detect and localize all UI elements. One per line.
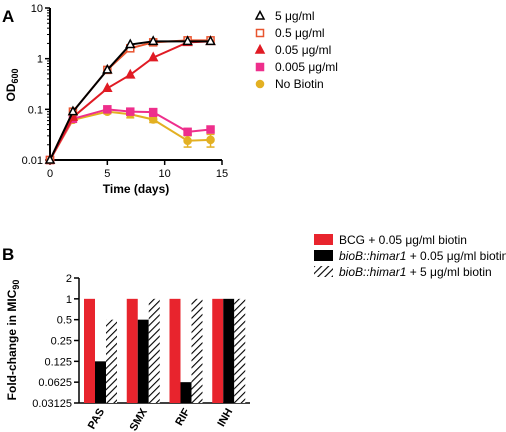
legend-label-part-b: + 0.05 μg/ml biotin [406,249,506,263]
x-tick-label-a: 5 [104,168,110,180]
data-point-a [125,68,136,79]
bar-b [95,361,106,403]
y-tick-label-b: 0.25 [51,336,72,348]
bar-b [212,298,224,403]
data-point-a [182,35,193,46]
data-point-a [125,38,136,49]
legend-label-a: 0.005 μg/ml [275,60,338,74]
y-tick-label-b: 0.03125 [32,398,72,410]
legend-label-part-b: bioB::himar1 [339,249,406,263]
x-tick-label-a: 10 [159,168,171,180]
bar-b [84,298,95,403]
legend-marker-a [254,9,266,20]
legend-label-a: 0.05 μg/ml [275,43,331,57]
data-point-a [67,105,79,116]
legend-swatch-b [314,266,333,277]
legend-label-part-b: + 5 μg/ml biotin [406,265,491,279]
legend-label-b: bioB::himar1 + 0.05 μg/ml biotin [339,249,506,263]
legend-label-b: bioB::himar1 + 5 μg/ml biotin [339,265,492,279]
bar-b [106,319,117,403]
legend-marker-a [254,43,266,54]
bar-b [126,298,138,403]
bar-b [223,298,235,403]
y-tick-label-b: 0.0625 [38,377,72,389]
x-tick-label-a: 0 [47,168,53,180]
legend-label-a: 0.5 μg/ml [275,26,325,40]
bar-b [137,319,149,403]
panel-b-label: B [2,245,14,264]
data-point-a [44,153,56,164]
bar-b [148,298,160,403]
legend-label-part-b: BCG + 0.05 μg/ml biotin [339,233,467,247]
data-point-a [103,105,112,114]
data-point-a [148,107,158,117]
data-point-a [126,107,135,116]
bar-b [169,298,181,403]
panel-a-line-chart: 0.01 0.1 1 10 0 5 10 15 OD600 Time (days) 5 μg… [4,3,338,196]
y-axis-title-b: Fold-change in MIC90 [5,280,21,401]
legend-label-a: No Biotin [275,77,324,91]
legend-label-a: 5 μg/ml [275,9,315,23]
legend-label-b: BCG + 0.05 μg/ml biotin [339,233,467,247]
y-tick-label-a: 0.01 [22,155,43,167]
data-point-a [183,136,192,146]
y-tick-label-a: 0.1 [28,104,43,116]
x-tick-label-a: 15 [216,168,228,180]
x-tick-label-b: INH [215,406,235,428]
data-point-a [102,82,113,93]
y-tick-label-b: 1 [66,294,72,306]
legend-label-part-b: bioB::himar1 [339,265,406,279]
bar-b [234,298,246,403]
x-axis-title-a: Time (days) [103,182,169,196]
data-point-a [102,63,113,74]
legend-swatch-b [314,250,333,261]
legend-a: 5 μg/ml 0.5 μg/ml 0.05 μg/ml 0.005 μg/ml No … [254,9,338,91]
data-point-a [206,135,215,145]
y-tick-label-a: 1 [37,54,43,66]
data-point-a [147,51,159,62]
legend-marker-a [255,79,265,89]
bar-b [180,382,192,403]
y-tick-label-b: 0.5 [57,315,72,327]
data-point-a [183,127,192,137]
y-tick-label-b: 2 [66,273,72,285]
y-tick-label-b: 0.125 [44,356,72,368]
data-point-a [206,125,215,134]
data-point-a [205,35,216,46]
y-axis-title-a: OD600 [4,68,20,101]
legend-swatch-b [314,234,333,245]
legend-marker-a [255,62,265,72]
x-tick-label-b: RIF [173,406,192,428]
panel-b-bar-chart: 2 1 0.5 0.25 0.125 0.0625 0.03125 PAS SMX RIF INH… [5,233,506,432]
data-point-a [147,35,159,46]
y-tick-label-a: 10 [31,3,43,15]
panel-a-label: A [2,7,14,26]
x-tick-label-b: PAS [86,407,107,432]
x-tick-label-b: SMX [128,406,151,432]
bar-b [191,298,203,403]
legend-marker-a [255,28,265,38]
